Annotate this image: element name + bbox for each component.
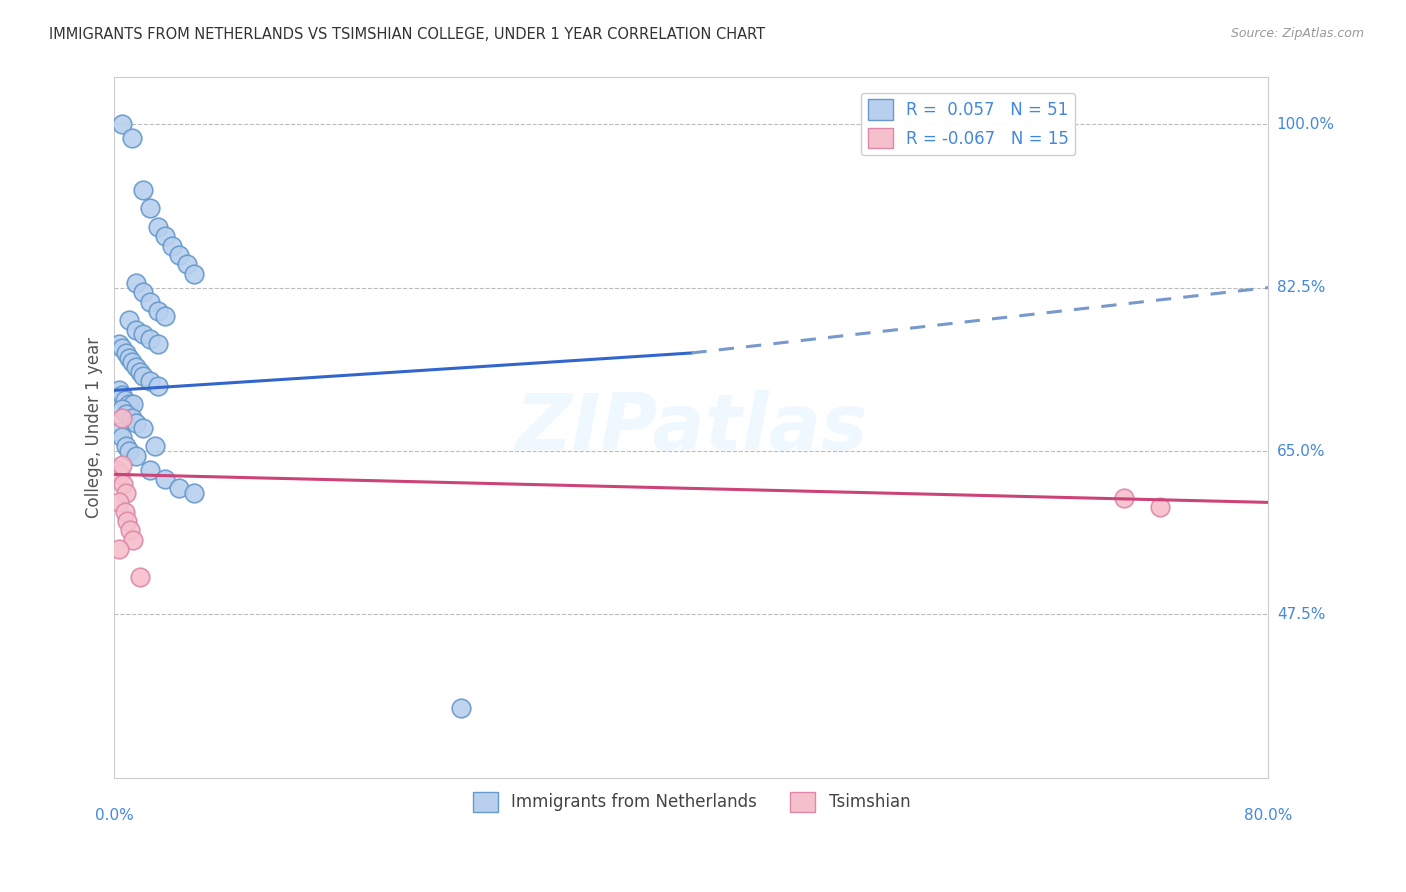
- Point: [105, 463, 128, 477]
- Text: 0.0%: 0.0%: [96, 808, 134, 823]
- Point: [118, 313, 141, 327]
- Point: [139, 374, 162, 388]
- Point: [125, 449, 148, 463]
- Point: [153, 309, 176, 323]
- Point: [121, 355, 143, 369]
- Text: 82.5%: 82.5%: [1277, 280, 1324, 295]
- Point: [146, 219, 169, 234]
- Point: [120, 524, 142, 538]
- Point: [115, 407, 138, 421]
- Point: [160, 238, 183, 252]
- Point: [107, 495, 129, 509]
- Point: [450, 701, 472, 715]
- Point: [114, 505, 136, 519]
- Point: [115, 486, 138, 500]
- Text: 100.0%: 100.0%: [1277, 117, 1334, 132]
- Point: [146, 378, 169, 392]
- Point: [118, 397, 141, 411]
- Legend: Immigrants from Netherlands, Tsimshian: Immigrants from Netherlands, Tsimshian: [465, 785, 917, 819]
- Point: [132, 327, 155, 342]
- Point: [111, 341, 134, 355]
- Point: [129, 365, 152, 379]
- Point: [107, 542, 129, 557]
- Point: [153, 472, 176, 486]
- Text: 80.0%: 80.0%: [1244, 808, 1292, 823]
- Point: [183, 486, 205, 500]
- Point: [129, 570, 152, 584]
- Point: [169, 248, 191, 262]
- Text: 65.0%: 65.0%: [1277, 443, 1326, 458]
- Point: [118, 351, 141, 365]
- Point: [108, 467, 131, 482]
- Point: [121, 131, 143, 145]
- Text: ZIPatlas: ZIPatlas: [515, 390, 868, 466]
- Point: [139, 463, 162, 477]
- Point: [107, 384, 129, 398]
- Point: [115, 439, 138, 453]
- Point: [111, 388, 134, 402]
- Point: [183, 267, 205, 281]
- Point: [153, 229, 176, 244]
- Text: IMMIGRANTS FROM NETHERLANDS VS TSIMSHIAN COLLEGE, UNDER 1 YEAR CORRELATION CHART: IMMIGRANTS FROM NETHERLANDS VS TSIMSHIAN…: [49, 27, 765, 42]
- Point: [132, 369, 155, 384]
- Point: [111, 402, 134, 417]
- Point: [146, 304, 169, 318]
- Point: [125, 359, 148, 374]
- Point: [132, 285, 155, 300]
- Point: [112, 476, 135, 491]
- Point: [115, 346, 138, 360]
- Point: [111, 430, 134, 444]
- Text: 47.5%: 47.5%: [1277, 607, 1324, 622]
- Point: [111, 411, 134, 425]
- Point: [125, 276, 148, 290]
- Point: [122, 533, 145, 547]
- Point: [107, 336, 129, 351]
- Point: [143, 439, 166, 453]
- Point: [117, 514, 139, 528]
- Point: [1149, 500, 1171, 514]
- Point: [139, 332, 162, 346]
- Point: [169, 482, 191, 496]
- Point: [118, 444, 141, 458]
- Point: [146, 336, 169, 351]
- Point: [176, 257, 198, 271]
- Point: [132, 420, 155, 434]
- Point: [111, 117, 134, 131]
- Point: [1114, 491, 1136, 505]
- Point: [111, 458, 134, 472]
- Point: [139, 201, 162, 215]
- Point: [132, 182, 155, 196]
- Point: [107, 425, 129, 440]
- Y-axis label: College, Under 1 year: College, Under 1 year: [86, 337, 103, 518]
- Point: [125, 323, 148, 337]
- Text: Source: ZipAtlas.com: Source: ZipAtlas.com: [1230, 27, 1364, 40]
- Point: [139, 294, 162, 309]
- Point: [121, 411, 143, 425]
- Point: [125, 416, 148, 430]
- Point: [122, 397, 145, 411]
- Point: [114, 392, 136, 407]
